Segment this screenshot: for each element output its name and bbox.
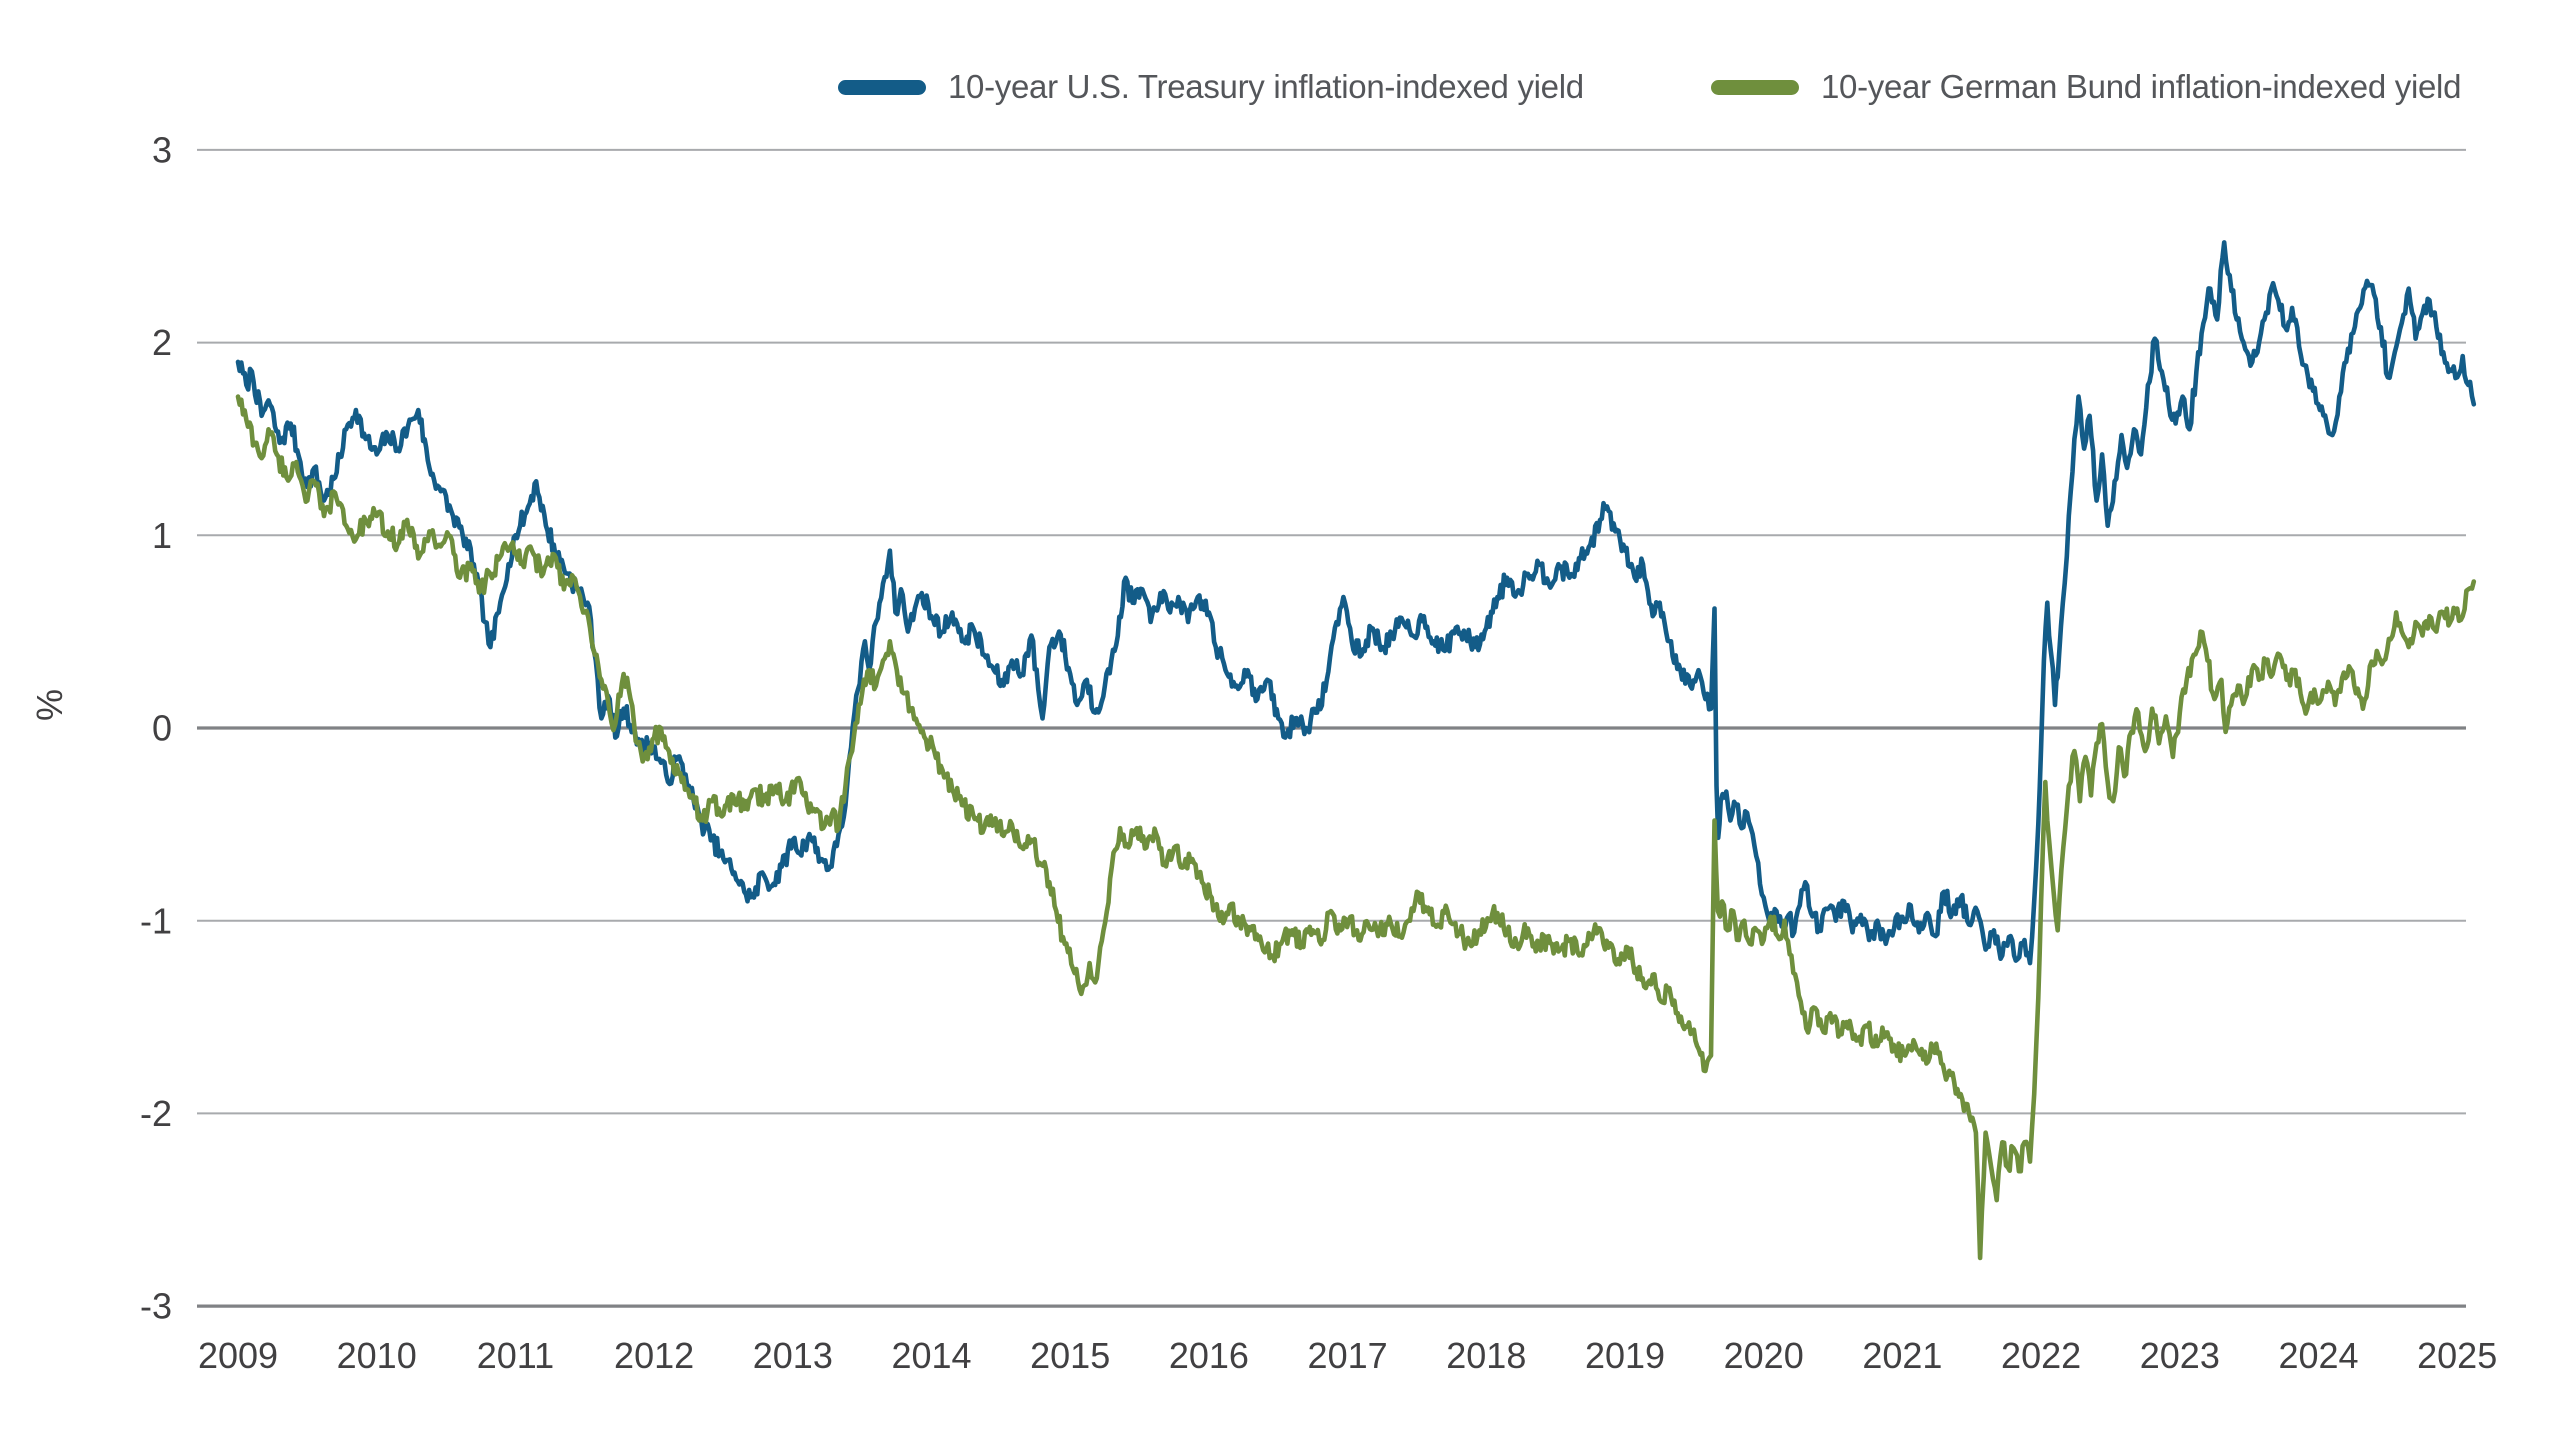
y-tick-label: 1 [152, 515, 172, 556]
x-tick-label: 2011 [477, 1335, 554, 1376]
y-tick-label: 2 [152, 322, 172, 363]
x-tick-label: 2009 [198, 1335, 278, 1376]
x-tick-label: 2014 [891, 1335, 971, 1376]
y-tick-label: -2 [140, 1093, 172, 1134]
x-tick-label: 2020 [1724, 1335, 1804, 1376]
y-axis-title: % [29, 689, 70, 721]
x-tick-label: 2021 [1862, 1335, 1942, 1376]
x-tick-label: 2024 [2278, 1335, 2358, 1376]
x-tick-label: 2016 [1169, 1335, 1249, 1376]
x-tick-label: 2015 [1030, 1335, 1110, 1376]
series-line-german-bund [235, 394, 2477, 1261]
x-tick-label: 2025 [2417, 1335, 2497, 1376]
x-tick-label: 2013 [753, 1335, 833, 1376]
x-tick-label: 2012 [614, 1335, 694, 1376]
x-tick-label: 2017 [1308, 1335, 1388, 1376]
y-tick-label: -3 [140, 1286, 172, 1327]
y-tick-label: 3 [152, 130, 172, 171]
y-tick-label: 0 [152, 708, 172, 749]
x-tick-label: 2022 [2001, 1335, 2081, 1376]
x-tick-label: 2010 [337, 1335, 417, 1376]
x-tick-label: 2023 [2140, 1335, 2220, 1376]
y-tick-label: -1 [140, 900, 172, 941]
x-tick-label: 2019 [1585, 1335, 1665, 1376]
x-tick-label: 2018 [1446, 1335, 1526, 1376]
series-line-us-treasury [235, 240, 2477, 966]
